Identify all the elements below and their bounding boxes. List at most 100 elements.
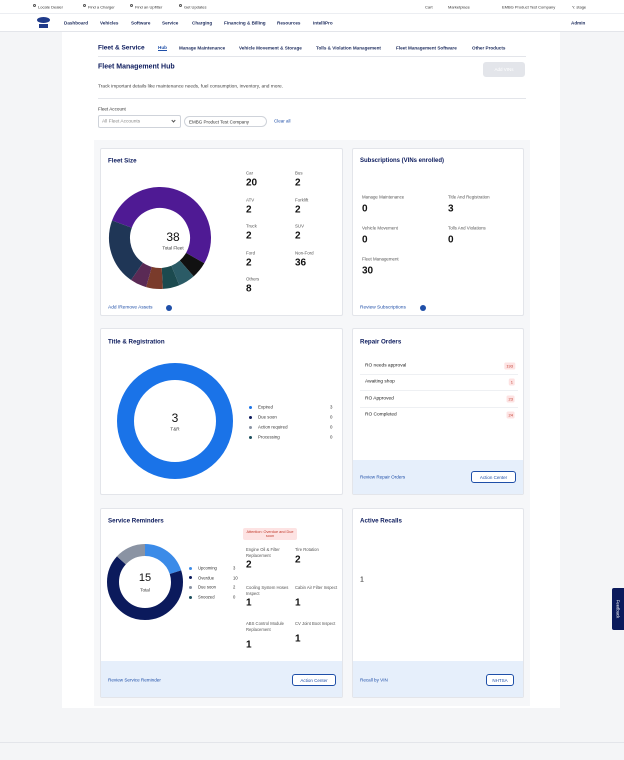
legend-dot xyxy=(248,435,252,439)
divider xyxy=(98,56,526,57)
feedback-tab[interactable] xyxy=(612,588,624,630)
stat-label: Non-Ford xyxy=(295,250,314,255)
icon xyxy=(179,4,182,7)
nav-item[interactable]: Financing & Billing xyxy=(224,20,266,26)
reminder-value: 1 xyxy=(295,597,301,609)
card xyxy=(352,148,524,316)
action-center-button[interactable]: Action Center xyxy=(292,674,336,686)
card-link[interactable]: Review Service Reminder xyxy=(108,677,161,683)
subnav-item[interactable]: Tolls & Violation Management xyxy=(316,45,381,51)
utility-link[interactable]: Marketplace xyxy=(448,4,470,9)
legend-value: 0 xyxy=(233,594,236,600)
stat-value: 0 xyxy=(448,234,454,246)
stat-label: Fleet Management xyxy=(362,256,399,262)
divider xyxy=(0,742,624,743)
feedback-label[interactable]: Feedback xyxy=(615,599,621,619)
legend-dot xyxy=(188,566,192,570)
donut-total-label: Total Fleet xyxy=(162,245,184,251)
stat-label: Ford xyxy=(246,250,256,255)
nav-item[interactable]: IntelliPro xyxy=(313,20,333,26)
stat-value: 0 xyxy=(362,203,368,215)
utility-link[interactable]: Y. stage xyxy=(572,4,587,9)
donut-total: 15 xyxy=(138,572,152,584)
divider xyxy=(98,98,526,99)
nav-item[interactable]: Admin xyxy=(571,20,586,26)
icon xyxy=(130,4,133,7)
stat-value: 3 xyxy=(448,203,454,215)
legend-value: 0 xyxy=(330,424,333,430)
donut-total: 38 xyxy=(166,230,180,244)
action-center-button[interactable]: Action Center xyxy=(471,471,516,483)
row-divider xyxy=(360,390,518,392)
card-link[interactable]: Recall by VIN xyxy=(360,677,388,683)
page-title: Fleet Management Hub xyxy=(98,63,175,71)
legend-label: Overdue xyxy=(198,575,215,581)
stat-label: Truck xyxy=(246,223,257,229)
reminder-label: CV Joint Boot Inspect xyxy=(295,621,336,626)
filter-label: Fleet Account xyxy=(98,106,126,112)
subnav-item[interactable]: Other Products xyxy=(472,45,506,51)
subnav-title: Fleet & Service xyxy=(98,44,145,52)
legend-dot xyxy=(248,415,252,419)
nhtsa-button[interactable]: NHTSA xyxy=(486,674,514,686)
logo[interactable] xyxy=(36,16,51,29)
utility-link[interactable]: Get Updates xyxy=(184,4,207,9)
utility-link[interactable]: EMBG Product Test Company xyxy=(502,4,556,9)
legend-label: Upcoming xyxy=(198,565,217,571)
subnav-item[interactable]: Fleet Management Software xyxy=(396,45,457,51)
nav-item[interactable]: Service xyxy=(162,20,179,26)
icon xyxy=(33,4,36,7)
recall-count: 1 xyxy=(360,576,364,584)
order-badge: 193 xyxy=(504,362,515,370)
reminder-value: 1 xyxy=(246,639,252,650)
legend-label: Due soon xyxy=(198,584,216,590)
select[interactable] xyxy=(98,115,181,128)
utility-link[interactable]: Locate Dealer xyxy=(38,4,63,9)
donut-chart xyxy=(117,363,233,479)
utility-link[interactable]: Find an Upfitter xyxy=(135,4,163,9)
card-link[interactable]: Review Repair Orders xyxy=(360,474,406,480)
chip[interactable] xyxy=(184,116,267,127)
add-vins-button[interactable]: Add VINs xyxy=(483,62,525,77)
utility-link[interactable]: Find a Charger xyxy=(88,4,115,9)
link-icon xyxy=(420,305,426,311)
chip-label: EMBG Product Test Company xyxy=(189,119,249,124)
order-label: RO Completed xyxy=(365,412,397,418)
card-link[interactable]: Add /Remove Assets xyxy=(108,305,153,311)
donut-segment xyxy=(107,544,183,620)
nav-item[interactable]: Vehicles xyxy=(100,20,119,26)
legend-value: 3 xyxy=(233,565,236,571)
clear-all-link[interactable]: Clear all xyxy=(274,118,291,124)
stat-label: Bus xyxy=(295,170,303,176)
donut-segment xyxy=(109,187,211,289)
card-link[interactable]: Review Subscriptions xyxy=(360,305,406,311)
subnav-item[interactable]: Hub xyxy=(158,45,167,51)
stat-value: 2 xyxy=(295,204,301,215)
nav-item[interactable]: Dashboard xyxy=(64,20,88,26)
icon xyxy=(83,4,86,7)
utility-link[interactable]: Cart xyxy=(425,4,433,9)
legend-dot xyxy=(188,576,192,580)
divider xyxy=(0,13,624,14)
card-title: Fleet Size xyxy=(108,157,137,165)
order-badge: 23 xyxy=(506,395,515,403)
reminder-value: 2 xyxy=(246,559,252,571)
stat-label: Vehicle Movement xyxy=(362,225,398,231)
legend-dot xyxy=(248,425,252,429)
stat-value: 2 xyxy=(246,204,252,215)
donut-segment xyxy=(109,187,211,289)
reminder-label: Engine Oil & Filter Replacement xyxy=(246,547,280,558)
subnav-item[interactable]: Manage Maintenance xyxy=(179,45,226,51)
legend-dot xyxy=(248,405,252,409)
stat-value: 8 xyxy=(246,283,252,295)
nav-item[interactable]: Charging xyxy=(192,20,213,26)
stat-value: 36 xyxy=(295,257,307,268)
stat-label: Forklift xyxy=(295,197,309,202)
nav-item[interactable]: Resources xyxy=(277,20,301,26)
stat-label: SUV xyxy=(295,223,305,229)
nav-item[interactable]: Software xyxy=(131,20,151,26)
legend-value: 3 xyxy=(330,404,333,410)
select-value: All Fleet Accounts xyxy=(102,119,141,124)
subnav-item[interactable]: Vehicle Movement & Storage xyxy=(239,45,302,51)
order-badge: 24 xyxy=(506,411,515,419)
